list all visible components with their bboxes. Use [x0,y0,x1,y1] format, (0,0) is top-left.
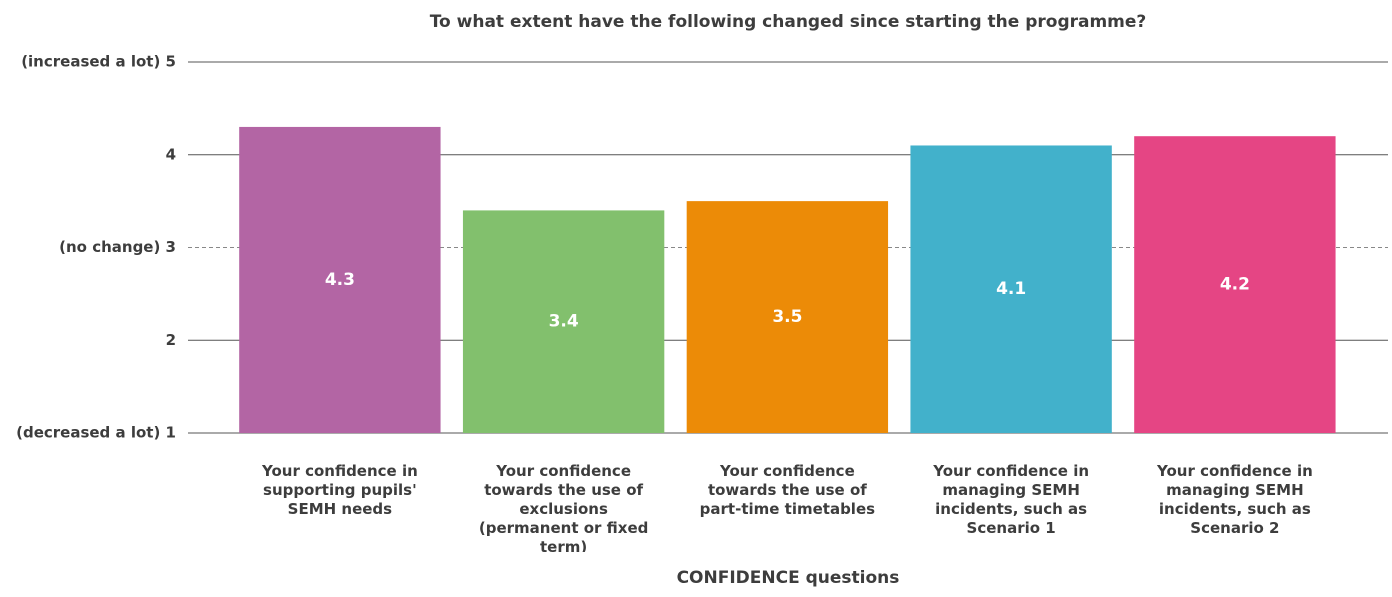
bar [239,126,441,434]
x-tick-label-box: Your confidence in managing SEMH inciden… [1156,462,1313,537]
x-tick-label: Your confidence in supporting pupils' SE… [261,462,418,518]
value-label: 4.1 [996,279,1026,299]
bar [1134,136,1336,433]
y-tick-label: (increased a lot) 5 [21,53,176,71]
y-tick-label: (no change) 3 [59,238,176,256]
x-tick-label-box: Your confidence towards the use of exclu… [478,462,649,552]
chart-title: To what extent have the following change… [430,12,1147,32]
x-tick-label-box: Your confidence in supporting pupils' SE… [261,462,418,518]
bar [910,145,1112,433]
x-tick-label: Your confidence in managing SEMH inciden… [933,462,1090,537]
x-tick-label-box: Your confidence in managing SEMH inciden… [933,462,1090,537]
value-label: 4.2 [1220,275,1250,295]
x-tick-label: Your confidence in managing SEMH inciden… [1156,462,1313,537]
x-tick-label: Your confidence towards the use of part-… [699,462,876,518]
y-tick-label: 4 [166,145,176,163]
value-label: 3.5 [772,307,802,327]
x-tick-label: Your confidence towards the use of exclu… [478,462,649,552]
bar [462,210,665,433]
y-tick-label: 2 [166,331,176,349]
bar [686,201,889,433]
y-tick-label: (decreased a lot) 1 [16,424,176,442]
value-label: 3.4 [549,312,579,332]
x-axis-label: CONFIDENCE questions [677,568,900,588]
x-tick-label-box: Your confidence towards the use of part-… [699,462,876,518]
value-label: 4.3 [325,270,355,290]
